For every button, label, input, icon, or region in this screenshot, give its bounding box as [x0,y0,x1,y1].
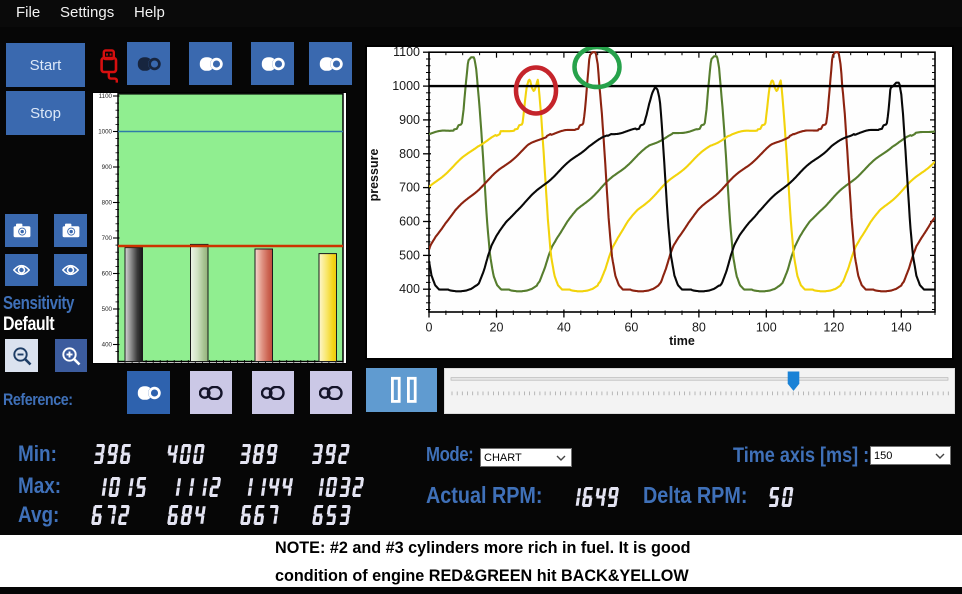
svg-text:500: 500 [399,248,420,262]
svg-text:pressure: pressure [367,149,381,202]
svg-text:140: 140 [891,321,912,335]
svg-text:400: 400 [399,282,420,296]
svg-text:60: 60 [624,321,638,335]
svg-text:1000: 1000 [98,129,112,136]
svg-text:700: 700 [102,235,113,242]
svg-text:120: 120 [823,321,844,335]
svg-text:900: 900 [102,164,113,171]
svg-text:40: 40 [557,321,571,335]
svg-text:700: 700 [399,181,420,195]
svg-text:400: 400 [102,342,113,349]
svg-text:800: 800 [399,147,420,161]
svg-text:900: 900 [399,113,420,127]
svg-text:800: 800 [102,200,113,207]
svg-text:0: 0 [426,321,433,335]
svg-text:time: time [669,334,695,348]
svg-text:80: 80 [692,321,706,335]
svg-text:500: 500 [102,306,113,313]
svg-text:1100: 1100 [99,93,113,100]
svg-text:20: 20 [490,321,504,335]
svg-text:1000: 1000 [392,79,420,93]
svg-text:100: 100 [756,321,777,335]
svg-text:1100: 1100 [393,47,420,59]
svg-text:600: 600 [102,271,113,278]
svg-text:600: 600 [399,215,420,229]
